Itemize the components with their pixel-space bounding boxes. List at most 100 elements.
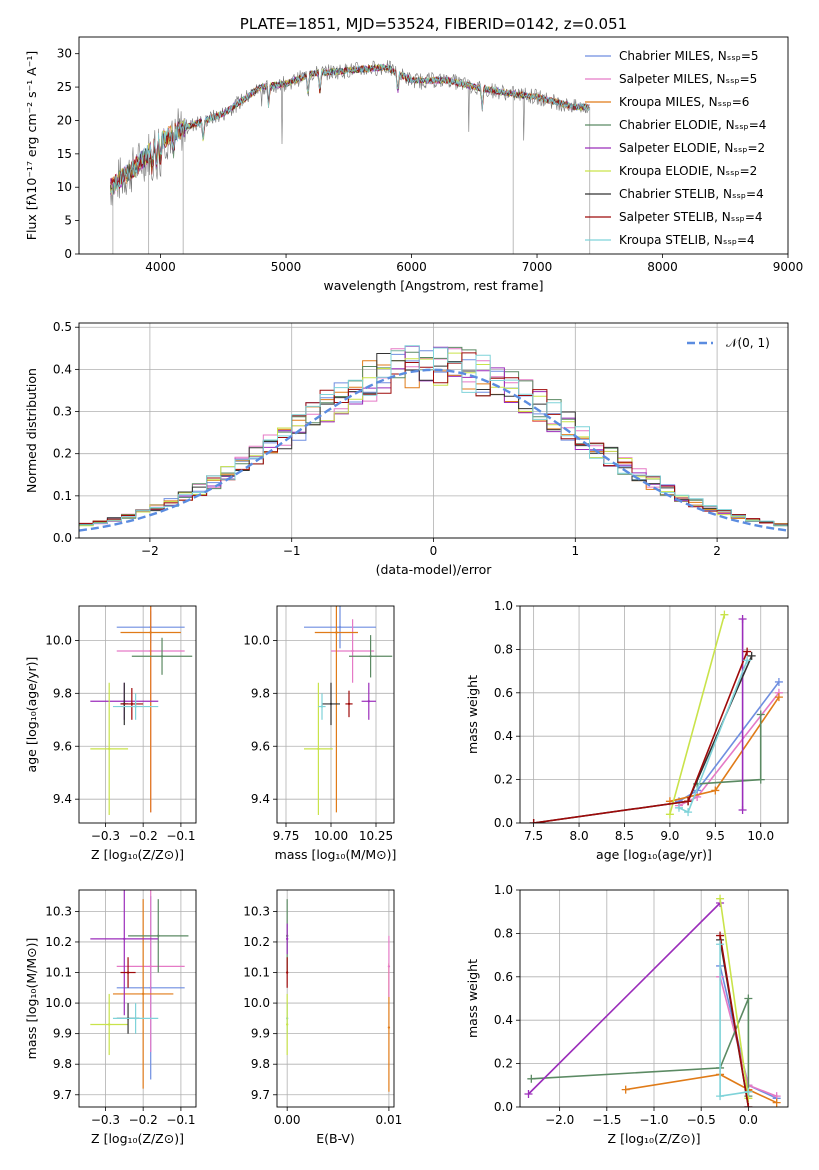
y-axis-label: mass [log₁₀(M/M⊙)]: [24, 938, 39, 1060]
data-marker: [744, 1103, 753, 1107]
data-marker: [774, 677, 783, 686]
y-tick-label: 15: [57, 147, 72, 161]
data-point: [329, 702, 333, 706]
x-tick-label: −2.0: [545, 1113, 574, 1127]
plot-area: [79, 345, 788, 532]
data-marker: [684, 797, 693, 806]
y-tick-label: 10.1: [45, 966, 72, 980]
plot-area: [110, 60, 591, 254]
y-axis-label: mass weight: [465, 959, 480, 1038]
normal-curve: [79, 368, 788, 532]
x-axis-label: age [log₁₀(age/yr)]: [596, 847, 712, 862]
data-point: [367, 700, 370, 703]
data-point: [387, 965, 391, 968]
data-point: [134, 1017, 137, 1020]
y-tick-label: 9.6: [53, 739, 72, 753]
chart-age_vs_mass: 9.75 10.00 10.25 9.4 9.6 9.8 10.0 mass [log₁₀(M…: [243, 605, 396, 862]
legend-label: Chabrier MILES, Nₛₛₚ=5: [619, 49, 759, 63]
plot-area: [529, 610, 783, 823]
series-line-kroupa-elodie: [669, 614, 726, 815]
data-marker: [621, 1085, 630, 1094]
data-marker: [716, 940, 725, 949]
y-tick-label: 0.8: [494, 926, 513, 940]
data-marker: [674, 803, 683, 812]
y-tick-label: 0.4: [494, 729, 513, 743]
y-tick-label: 9.7: [251, 1088, 270, 1102]
x-tick-label: −0.2: [129, 1113, 158, 1127]
plot-area: [285, 899, 391, 1092]
y-tick-label: 1.0: [494, 883, 513, 897]
data-point: [126, 971, 130, 974]
data-point: [107, 747, 111, 751]
data-marker: [716, 894, 725, 903]
y-tick-label: 10: [57, 180, 72, 194]
y-tick-label: 0.4: [53, 362, 72, 376]
x-tick-label: −2: [141, 544, 159, 558]
series-line-salpeter-elodie: [527, 902, 721, 1095]
data-marker: [738, 805, 747, 814]
x-tick-label: −1: [283, 544, 301, 558]
x-axis-label: (data-model)/error: [376, 562, 493, 577]
x-tick-label: 9.75: [273, 829, 300, 843]
x-tick-label: −0.3: [91, 829, 120, 843]
y-tick-label: 9.6: [251, 739, 270, 753]
x-axis-label: Z [log₁₀(Z/Z⊙)]: [91, 847, 184, 862]
series-line-kroupa-elodie: [719, 898, 750, 1099]
data-marker: [744, 1087, 753, 1096]
plot-area: [524, 894, 781, 1107]
legend: Chabrier MILES, Nₛₛₚ=5 Salpeter MILES, Nₛ…: [585, 49, 766, 247]
chart-residuals: −2 −1 0 1 2 0.0 0.1 0.2 0.3 0.4 0.5 (data-model)/er…: [24, 320, 789, 577]
y-axis-label: age [log₁₀(age/yr)]: [24, 657, 39, 773]
y-tick-label: 9.8: [53, 686, 72, 700]
chart-spectrum: 4000 5000 6000 7000 8000 9000 0 5 10 15 20 25 30 wave…: [24, 15, 803, 293]
data-marker: [665, 810, 674, 819]
y-tick-label: 25: [57, 80, 72, 94]
data-point: [320, 705, 324, 708]
y-tick-label: 9.7: [53, 1088, 72, 1102]
data-marker: [529, 819, 538, 823]
model-spectrum-chabrier-stelib: [110, 63, 590, 195]
data-point: [285, 937, 289, 941]
data-marker: [738, 615, 747, 624]
y-axis-label: mass weight: [465, 675, 480, 754]
x-tick-label: 1: [571, 544, 579, 558]
data-marker: [743, 647, 752, 656]
x-tick-label: 7.5: [524, 829, 543, 843]
data-point: [107, 1023, 111, 1026]
data-point: [130, 702, 134, 706]
legend: 𝒩(0, 1): [687, 336, 770, 350]
data-point: [285, 1023, 289, 1026]
y-tick-label: 0.2: [53, 447, 72, 461]
y-axis-label: Flux [fλ10⁻¹⁷ erg cm⁻² s⁻¹ A⁻¹]: [24, 51, 39, 240]
y-tick-label: 5: [64, 214, 72, 228]
x-tick-label: −1.0: [639, 1113, 668, 1127]
data-marker: [744, 994, 753, 1003]
data-marker: [756, 710, 765, 719]
y-tick-label: 9.8: [53, 1057, 72, 1071]
x-tick-label: 0.01: [376, 1113, 403, 1127]
legend-label: 𝒩(0, 1): [726, 336, 770, 350]
axes-frame: [78, 322, 789, 539]
data-marker: [743, 656, 752, 665]
data-point: [369, 655, 372, 658]
y-tick-label: 0.4: [494, 1013, 513, 1027]
y-tick-label: 0.0: [494, 816, 513, 830]
axes-frame: [78, 605, 197, 824]
x-tick-label: 0: [430, 544, 438, 558]
x-tick-label: 10.25: [359, 829, 393, 843]
legend-label: Kroupa STELIB, Nₛₛₚ=4: [619, 233, 755, 247]
x-tick-label: 4000: [145, 260, 176, 274]
x-tick-label: 7000: [522, 260, 553, 274]
y-tick-label: 0.5: [53, 320, 72, 334]
legend-label: Salpeter STELIB, Nₛₛₚ=4: [619, 210, 763, 224]
legend-label: Kroupa MILES, Nₛₛₚ=6: [619, 95, 749, 109]
chart-weight_vs_Z: −2.0 −1.5 −1.0 −0.5 0.0 0.0 0.2 0.4 0.6 0.8 1.0 Z […: [465, 883, 789, 1146]
y-tick-label: 0.8: [494, 642, 513, 656]
data-marker: [772, 1098, 781, 1107]
data-marker: [756, 775, 765, 784]
y-tick-label: 9.9: [53, 1027, 72, 1041]
chart-mass_vs_ebv: 0.00 0.01 9.7 9.8 9.9 10.0 10.1 10.2 10.3 E(B-V): [243, 889, 403, 1146]
series-line-salpeter-stelib: [719, 935, 750, 1107]
x-tick-label: 10.0: [747, 829, 774, 843]
x-tick-label: 6000: [396, 260, 427, 274]
